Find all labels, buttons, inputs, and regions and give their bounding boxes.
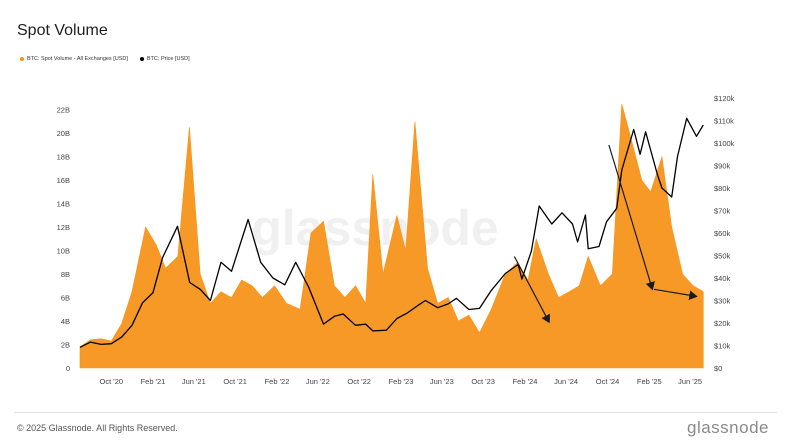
y-right-tick: $70k: [714, 207, 731, 216]
glassnode-logo: glassnode: [686, 418, 769, 437]
y-right-tick: $10k: [714, 342, 731, 351]
annotation-arrows: [513, 144, 698, 324]
y-left-tick: 0: [66, 364, 70, 373]
y-right-tick: $80k: [714, 184, 731, 193]
annotation-arrow-3: [653, 288, 698, 300]
x-tick: Jun '25: [678, 377, 702, 386]
x-tick: Oct '20: [100, 377, 124, 386]
y-right-tick: $20k: [714, 319, 731, 328]
copyright-text: © 2025 Glassnode. All Rights Reserved.: [17, 423, 178, 433]
legend-price-label: BTC: Price [USD]: [146, 56, 190, 62]
x-tick: Feb '25: [637, 377, 662, 386]
y-right-tick: $0: [714, 364, 722, 373]
y-left-tick: 6B: [61, 294, 70, 303]
x-tick: Oct '21: [223, 377, 247, 386]
x-tick: Feb '22: [265, 377, 290, 386]
x-tick: Jun '23: [430, 377, 454, 386]
y-left-tick: 12B: [57, 223, 70, 232]
y-right-tick: $50k: [714, 252, 731, 261]
y-right-tick: $30k: [714, 297, 731, 306]
y-right-tick: $100k: [714, 139, 735, 148]
x-tick: Oct '24: [596, 377, 620, 386]
footer-divider: [14, 412, 777, 413]
y-right-tick: $60k: [714, 229, 731, 238]
y-left-tick: 18B: [57, 153, 70, 162]
y-left-tick: 22B: [57, 106, 70, 115]
volume-swatch: [20, 57, 24, 61]
left-axis: 0 2B 4B 6B 8B 10B 12B 14B 16B 18B 20B 22B: [57, 106, 70, 373]
x-tick: Feb '23: [389, 377, 414, 386]
x-tick: Oct '23: [471, 377, 495, 386]
chart-title: Spot Volume: [17, 22, 108, 39]
legend-item-volume[interactable]: BTC: Spot Volume - All Exchanges [USD]: [20, 56, 128, 62]
x-axis: Oct '20 Feb '21 Jun '21 Oct '21 Feb '22 Jun '…: [100, 377, 703, 386]
y-left-tick: 2B: [61, 341, 70, 350]
y-left-tick: 10B: [57, 247, 70, 256]
y-left-tick: 4B: [61, 317, 70, 326]
x-tick: Feb '21: [141, 377, 166, 386]
y-right-tick: $120k: [714, 94, 735, 103]
x-tick: Jun '24: [554, 377, 578, 386]
y-left-tick: 14B: [57, 200, 70, 209]
y-right-tick: $40k: [714, 274, 731, 283]
legend-volume-label: BTC: Spot Volume - All Exchanges [USD]: [27, 56, 128, 62]
right-axis: $0 $10k $20k $30k $40k $50k $60k $70k $80k $90k $1…: [714, 94, 735, 373]
y-left-tick: 8B: [61, 270, 70, 279]
legend: BTC: Spot Volume - All Exchanges [USD] B…: [20, 56, 190, 62]
annotation-arrow-1: [513, 256, 550, 324]
x-tick: Feb '24: [513, 377, 538, 386]
y-left-tick: 16B: [57, 176, 70, 185]
x-tick: Jun '21: [182, 377, 206, 386]
y-right-tick: $110k: [714, 117, 734, 126]
x-tick: Oct '22: [347, 377, 371, 386]
y-right-tick: $90k: [714, 162, 731, 171]
price-swatch: [139, 57, 144, 61]
legend-item-price[interactable]: BTC: Price [USD]: [139, 56, 190, 62]
y-left-tick: 20B: [57, 129, 70, 138]
annotation-arrow-2: [608, 144, 655, 291]
x-tick: Jun '22: [306, 377, 330, 386]
